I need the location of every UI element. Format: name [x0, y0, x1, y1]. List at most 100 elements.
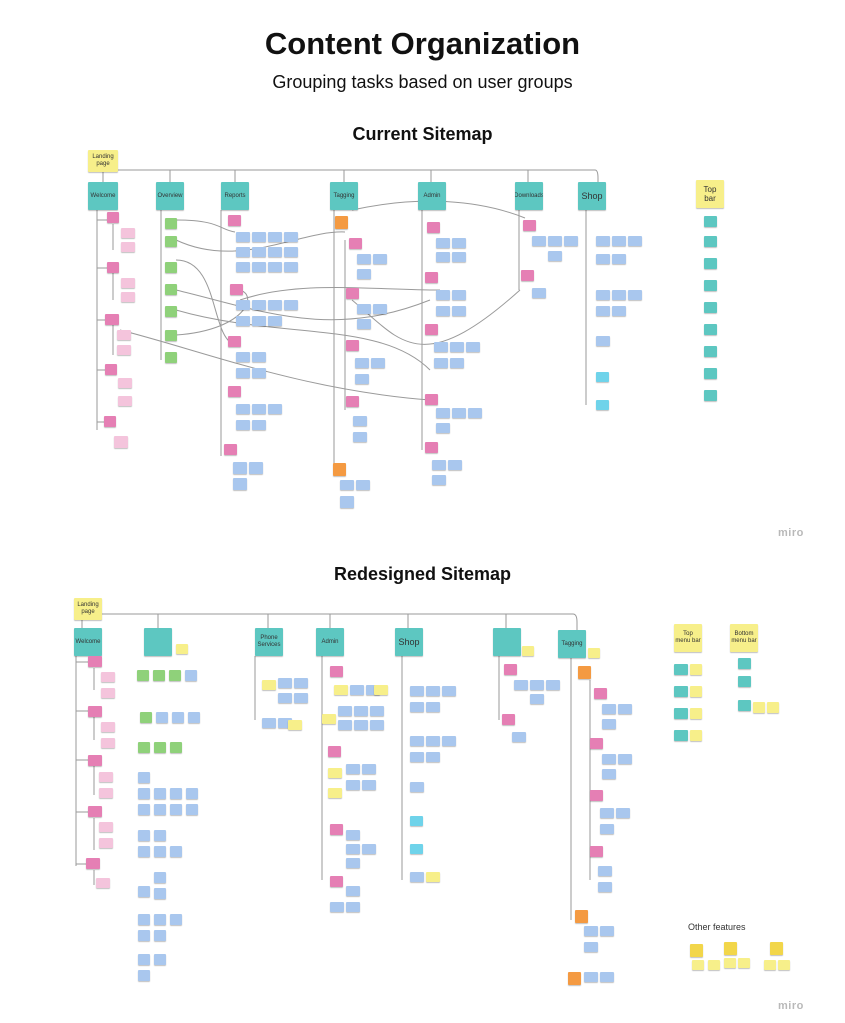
overview-item: [165, 284, 177, 295]
tagging-task: [618, 754, 632, 764]
category-overview: Overview: [156, 182, 184, 210]
overview-task: [138, 930, 150, 941]
shop-task: [612, 290, 626, 300]
current-sitemap-heading: Current Sitemap: [352, 124, 493, 144]
new-feature-note: [690, 708, 702, 719]
shop-task: [612, 306, 626, 316]
reports-task: [236, 420, 250, 430]
top-bar-item: [704, 368, 717, 379]
tagging-task: [618, 704, 632, 714]
shop-task: [596, 236, 610, 246]
overview-task: [156, 712, 168, 723]
reports-task: [236, 232, 250, 242]
downloads-task: [546, 680, 560, 690]
overview-item: [165, 262, 177, 273]
tagging-task: [357, 319, 371, 329]
admin-subgroup: [425, 394, 438, 405]
tagging-task: [355, 358, 369, 368]
category-downloads: Downloads: [515, 182, 543, 210]
welcome-task: [99, 772, 113, 782]
downloads-subgroup: [523, 220, 536, 231]
miro-watermark: miro: [778, 527, 804, 539]
welcome-task: [121, 278, 135, 288]
overview-item: [165, 306, 177, 317]
overview-item: [140, 712, 152, 723]
category-reports: Reports: [221, 182, 249, 210]
phone-task: [262, 718, 276, 728]
overview-item: [137, 670, 149, 681]
overview-task: [138, 914, 150, 925]
new-feature-note: [176, 644, 188, 654]
phone-task: [278, 718, 292, 728]
tagging-task: [584, 942, 598, 952]
reports-task: [233, 478, 247, 490]
shop-task: [596, 336, 610, 346]
new-feature-note: [328, 788, 342, 798]
admin-task: [434, 342, 448, 352]
landing-page-note: Landing page: [74, 598, 102, 620]
tagging-task: [357, 269, 371, 279]
reports-subgroup: [228, 336, 241, 347]
overview-task: [138, 954, 150, 965]
redesigned-sitemap-board: Landing page Welcome Phone Services Admi…: [0, 590, 845, 1015]
shop-item: [410, 816, 423, 826]
downloads-subgroup: [521, 270, 534, 281]
admin-task: [346, 886, 360, 896]
admin-task: [452, 306, 466, 316]
overview-task: [188, 712, 200, 723]
overview-task: [172, 712, 184, 723]
bottom-menu-item: [738, 676, 751, 687]
welcome-task: [99, 822, 113, 832]
admin-task: [330, 902, 344, 912]
admin-task: [432, 460, 446, 470]
top-menu-item: [674, 686, 688, 697]
new-feature-note: [322, 714, 336, 724]
tagging-task: [353, 416, 367, 426]
shop-task: [596, 306, 610, 316]
admin-task: [434, 358, 448, 368]
welcome-task: [121, 242, 135, 252]
overview-task: [138, 772, 150, 783]
reports-task: [249, 462, 263, 474]
top-menu-item: [674, 730, 688, 741]
category-tagging: Tagging: [558, 630, 586, 658]
phone-task: [278, 678, 292, 688]
downloads-subgroup: [504, 664, 517, 675]
admin-task: [452, 290, 466, 300]
welcome-task: [101, 688, 115, 698]
tagging-task: [602, 704, 616, 714]
overview-task: [170, 846, 182, 857]
tagging-alert-note: [575, 910, 588, 923]
admin-task: [346, 830, 360, 840]
new-feature-note: [738, 958, 750, 968]
top-bar-item: [704, 236, 717, 247]
reports-task: [284, 300, 298, 310]
category-shop: Shop: [395, 628, 423, 656]
admin-task: [346, 780, 360, 790]
overview-task: [154, 954, 166, 965]
admin-task: [338, 720, 352, 730]
page-subtitle: Grouping tasks based on user groups: [272, 72, 573, 92]
new-feature-note: [708, 960, 720, 970]
reports-task: [252, 262, 266, 272]
welcome-task: [101, 738, 115, 748]
bottom-menu-item: [738, 700, 751, 711]
downloads-task: [530, 694, 544, 704]
admin-task: [350, 685, 364, 695]
welcome-subgroup: [88, 656, 102, 667]
shop-task: [410, 702, 424, 712]
admin-task: [362, 844, 376, 854]
reports-task: [252, 232, 266, 242]
tagging-task: [353, 432, 367, 442]
welcome-task: [101, 722, 115, 732]
reports-task: [268, 316, 282, 326]
overview-task: [138, 886, 150, 897]
new-feature-note: [328, 768, 342, 778]
shop-task: [426, 686, 440, 696]
reports-task: [252, 420, 266, 430]
admin-task: [346, 902, 360, 912]
welcome-task: [117, 345, 131, 355]
welcome-task: [101, 672, 115, 682]
reports-task: [252, 247, 266, 257]
reports-task: [236, 404, 250, 414]
